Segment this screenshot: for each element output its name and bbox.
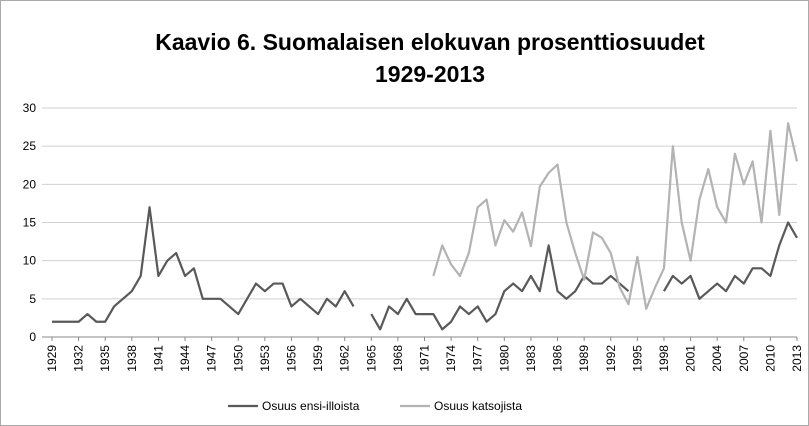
y-tick-label: 30: [23, 101, 37, 115]
x-tick-label: 1998: [657, 345, 671, 372]
x-tick-label: 1971: [418, 345, 432, 372]
x-tick-label: 1953: [258, 345, 272, 372]
x-tick-label: 1995: [630, 345, 644, 372]
x-tick-label: 1992: [604, 345, 618, 372]
y-tick-label: 10: [23, 254, 37, 268]
x-tick-label: 2013: [790, 345, 804, 372]
x-tick-label: 1965: [364, 345, 378, 372]
series-line: [432, 122, 799, 310]
x-tick-label: 1950: [231, 345, 245, 372]
x-tick-label: 1977: [471, 345, 485, 372]
y-tick-label: 25: [23, 139, 37, 153]
x-tick-label: 1962: [338, 345, 352, 372]
x-tick-label: 2010: [763, 345, 777, 372]
x-tick-label: 1929: [45, 345, 59, 372]
chart-title: Kaavio 6. Suomalaisen elokuvan prosentti…: [155, 29, 705, 55]
x-tick-label: 1959: [311, 345, 325, 372]
y-tick-label: 20: [23, 177, 37, 191]
x-tick-label: 2004: [710, 345, 724, 372]
x-tick-label: 1932: [72, 345, 86, 372]
x-tick-label: 1968: [391, 345, 405, 372]
x-tick-label: 1941: [151, 345, 165, 372]
chart-title: 1929-2013: [375, 61, 485, 87]
x-tick-label: 1989: [577, 345, 591, 372]
legend-label: Osuus ensi-illoista: [262, 399, 360, 413]
legend-label: Osuus katsojista: [434, 399, 522, 413]
x-tick-label: 1938: [125, 345, 139, 372]
x-tick-label: 1956: [284, 345, 298, 372]
x-tick-label: 1980: [497, 345, 511, 372]
x-tick-label: 1986: [551, 345, 565, 372]
x-tick-label: 1944: [178, 345, 192, 372]
x-tick-label: 1974: [444, 345, 458, 372]
x-tick-label: 2001: [684, 345, 698, 372]
x-tick-label: 1983: [524, 345, 538, 372]
y-tick-label: 0: [29, 330, 36, 344]
y-tick-label: 15: [23, 216, 37, 230]
x-tick-label: 1947: [205, 345, 219, 372]
y-tick-label: 5: [29, 292, 36, 306]
x-tick-label: 1935: [98, 345, 112, 372]
x-tick-label: 2007: [737, 345, 751, 372]
